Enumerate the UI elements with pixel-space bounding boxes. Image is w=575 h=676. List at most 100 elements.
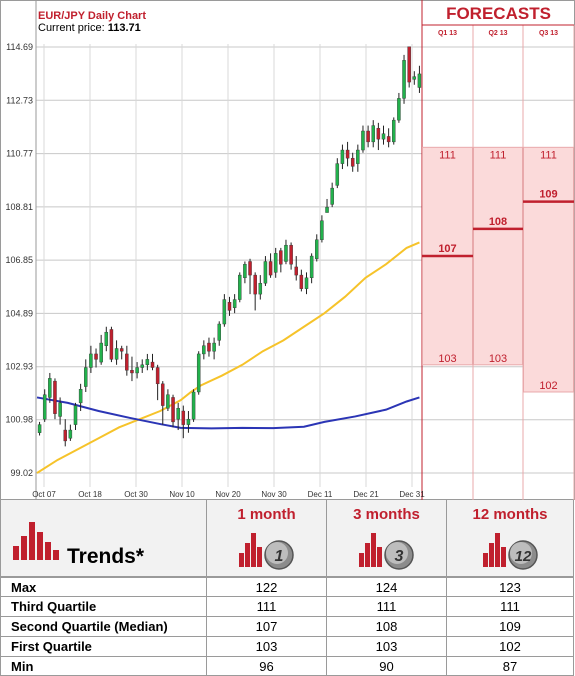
moving-average-slow <box>36 396 420 430</box>
current-price-label: Current price: <box>38 22 105 34</box>
candle-body <box>207 342 211 352</box>
candle-body <box>417 73 422 88</box>
period-12-months-header: 12 months 12 <box>447 500 574 577</box>
y-tick-label: 102.93 <box>5 362 33 372</box>
forecast-q1-label: 103 <box>489 353 507 365</box>
period-3-months-header: 3 months 3 <box>327 500 447 577</box>
candle-body <box>386 136 391 143</box>
bar-chart-icon <box>13 522 59 560</box>
cell-q3-3m: 111 <box>327 597 447 617</box>
candle-body <box>42 394 47 420</box>
forecast-q3-label: 111 <box>439 149 456 161</box>
cell-q3-12m: 111 <box>447 597 574 617</box>
current-price-line: Current price: 113.71 <box>38 22 141 34</box>
candle-body <box>243 264 247 279</box>
trends-header-cell: Trends* <box>0 500 207 577</box>
candle-body <box>150 361 155 368</box>
period-1-month-header: 1 month 1 <box>207 500 327 577</box>
candle-body <box>376 128 381 140</box>
candle-body <box>99 342 103 363</box>
x-tick-label: Dec 31 <box>399 490 425 499</box>
x-tick-label: Oct 18 <box>78 490 102 499</box>
candle-body <box>304 277 309 289</box>
candle-body <box>361 130 365 151</box>
cell-max-1m: 122 <box>207 577 327 597</box>
period-label: 12 months <box>472 506 548 523</box>
row-label-third-quartile: Third Quartile <box>0 597 207 617</box>
x-tick-label: Oct 07 <box>32 490 56 499</box>
candle-body <box>48 378 52 398</box>
cell-q3-1m: 111 <box>207 597 327 617</box>
candle-body <box>356 149 360 164</box>
y-tick-label: 104.89 <box>5 308 33 318</box>
candle-body <box>94 353 98 360</box>
candle-body <box>330 187 334 205</box>
candle-body <box>232 299 237 308</box>
row-label-min: Min <box>0 657 207 676</box>
x-tick-label: Dec 11 <box>308 490 333 499</box>
moving-averages <box>36 241 420 474</box>
cell-median-1m: 107 <box>207 617 327 637</box>
forecast-median-label: 108 <box>489 216 507 228</box>
quarter-label: Q2 13 <box>488 30 507 37</box>
candle-body <box>227 302 232 311</box>
trends-table: Trends* 1 month 1 3 months 3 12 m <box>0 500 575 676</box>
candle-body <box>114 348 119 360</box>
cell-q1-1m: 103 <box>207 637 327 657</box>
candle-body <box>109 329 114 360</box>
candle-body <box>104 331 109 346</box>
candle-body <box>217 323 221 341</box>
candle-body <box>155 367 160 385</box>
row-label-max: Max <box>0 577 207 597</box>
candle-body <box>294 266 298 276</box>
bar-badge-icon: 12 <box>483 533 538 570</box>
trends-title: Trends* <box>67 545 145 568</box>
y-tick-label: 100.98 <box>5 415 33 425</box>
candle-body <box>407 46 411 83</box>
cell-q1-3m: 103 <box>327 637 447 657</box>
candle-body <box>238 274 242 300</box>
candle-body <box>84 367 88 387</box>
candle-body <box>145 359 150 366</box>
forecast-bands: Q1 13 111 107 103 Q2 13 111 108 103 Q3 13 111 109 1… <box>422 24 575 500</box>
forecast-quartile-band <box>473 146 523 366</box>
candle-body <box>366 130 370 143</box>
y-tick-label: 110.77 <box>6 149 33 159</box>
y-tick-label: 108.81 <box>5 202 33 212</box>
cell-min-3m: 90 <box>327 657 447 676</box>
candle-body <box>37 424 42 433</box>
candle-body <box>125 353 129 371</box>
x-tick-label: Nov 20 <box>215 490 241 499</box>
candle-body <box>171 397 175 423</box>
cell-min-12m: 87 <box>447 657 574 676</box>
candle-body <box>89 353 93 368</box>
candle-body <box>73 405 78 425</box>
axis-labels: 114.69 112.73 110.77 108.81 106.85 104.89 102.… <box>5 42 425 499</box>
candle-body <box>320 220 324 240</box>
candle-body <box>289 244 293 265</box>
price-chart: Q1 13 111 107 103 Q2 13 111 108 103 Q3 13 111 109 1… <box>0 0 575 500</box>
x-tick-label: Nov 30 <box>261 490 287 499</box>
candle-body <box>161 383 165 406</box>
candle-body <box>202 345 206 355</box>
candle-body <box>268 261 273 276</box>
chart-title: EUR/JPY Daily Chart <box>38 10 147 22</box>
row-label-median: Second Quartile (Median) <box>0 617 207 637</box>
candle-body <box>191 391 196 420</box>
candle-body <box>392 119 396 143</box>
period-label: 3 months <box>353 506 420 523</box>
cell-q1-12m: 102 <box>447 637 574 657</box>
period-label: 1 month <box>237 506 296 523</box>
quarter-label: Q3 13 <box>539 30 558 37</box>
candle-body <box>130 370 134 374</box>
badge-number: 1 <box>275 548 284 565</box>
candle-body <box>135 367 139 374</box>
candle-body <box>166 394 170 409</box>
candle-body <box>53 380 57 414</box>
y-tick-label: 106.85 <box>5 255 33 265</box>
candle-body <box>258 283 263 295</box>
badge-number: 12 <box>515 548 532 565</box>
current-price-value: 113.71 <box>107 22 141 34</box>
forecast-q1-label: 102 <box>539 380 557 392</box>
candle-body <box>340 149 345 164</box>
